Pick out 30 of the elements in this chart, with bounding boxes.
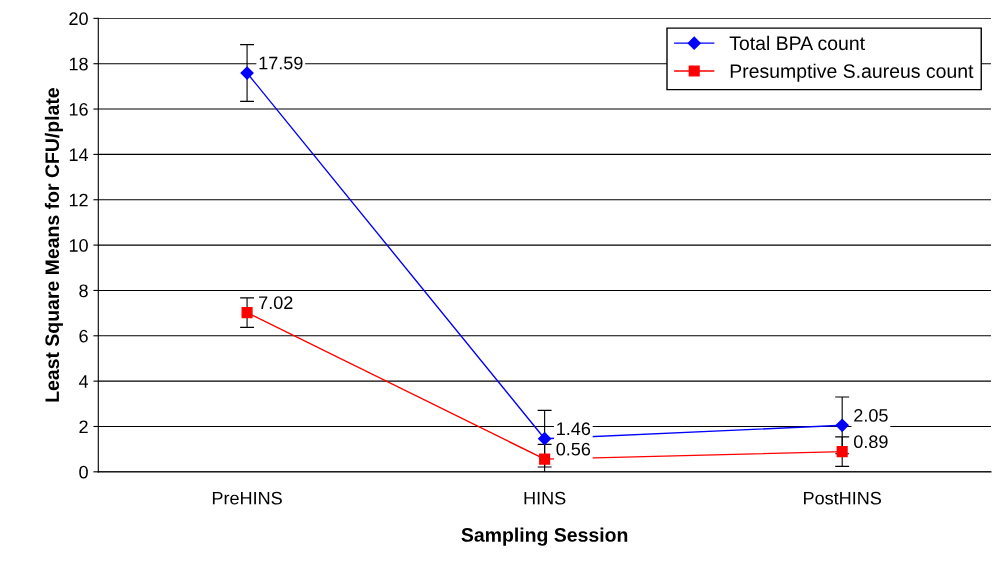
point	[240, 66, 254, 80]
x-axis-title: Sampling Session	[461, 527, 628, 546]
y-tick-label: 20	[69, 12, 88, 26]
y-tick-label: 8	[79, 284, 88, 298]
data-label: 0.56	[556, 442, 591, 456]
data-label: 0.89	[854, 435, 888, 449]
y-tick-label: 10	[69, 239, 88, 252]
y-tick-label: 4	[78, 375, 89, 388]
y-tick-label: 0	[79, 465, 88, 479]
y-tick-label: 6	[79, 329, 88, 343]
x-tick-label: PreHINS	[212, 491, 282, 505]
point	[835, 418, 849, 432]
x-tick-label: PostHINS	[804, 491, 881, 505]
y-tick-label: 18	[69, 57, 88, 71]
legend-label: Total BPA count	[729, 35, 865, 51]
data-label: 1.46	[557, 422, 591, 436]
y-tick-label: 2	[79, 420, 88, 434]
y-tick-label: 14	[69, 148, 89, 161]
point	[538, 432, 552, 446]
y-axis-title: Least Square Means for CFU/plate	[44, 88, 63, 402]
point	[539, 453, 551, 465]
legend-label: Presumptive S.aureus count	[730, 63, 974, 82]
y-tick-label: 12	[69, 193, 88, 207]
y-tick-label: 16	[69, 102, 88, 116]
data-label: 7.02	[259, 296, 293, 310]
data-label: 2.05	[854, 408, 888, 422]
data-label: 17.59	[259, 56, 303, 70]
x-tick-label: HINS	[524, 491, 566, 505]
point	[836, 446, 848, 458]
point	[241, 307, 253, 319]
